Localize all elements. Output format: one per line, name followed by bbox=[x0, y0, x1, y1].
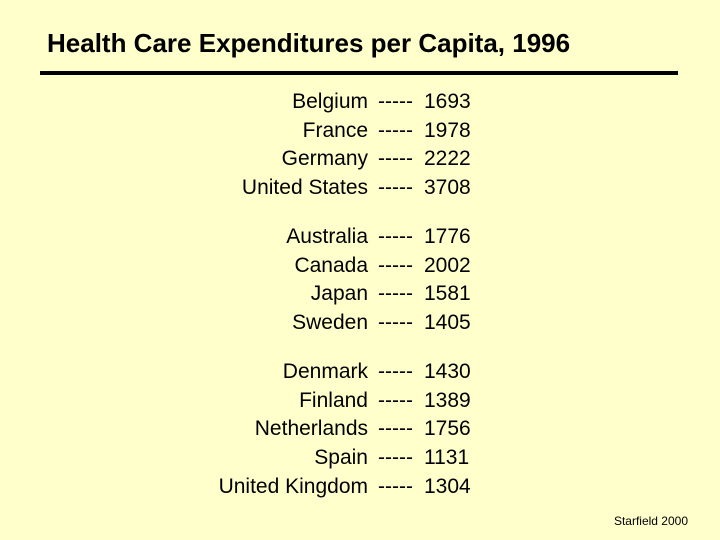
country-group-2: Australia ----- 1776 Canada ----- 2002 J… bbox=[0, 223, 720, 338]
list-item: Denmark ----- 1430 bbox=[0, 358, 720, 387]
separator: ----- bbox=[378, 225, 413, 248]
separator: ----- bbox=[378, 388, 413, 412]
country-name: Netherlands bbox=[254, 417, 368, 441]
list-item: Germany ----- 2222 bbox=[0, 145, 720, 174]
slide-title: Health Care Expenditures per Capita, 199… bbox=[47, 28, 571, 58]
list-item: France ----- 1978 bbox=[0, 117, 720, 146]
separator: ----- bbox=[378, 474, 413, 498]
country-group-3: Denmark ----- 1430 Finland ----- 1389 Ne… bbox=[0, 358, 720, 501]
list-item: Finland ----- 1389 bbox=[0, 387, 720, 416]
separator: ----- bbox=[378, 417, 413, 441]
country-name: Denmark bbox=[282, 360, 368, 383]
expenditure-value: 3708 bbox=[424, 176, 471, 200]
list-item: Spain ----- 1131 bbox=[0, 444, 720, 473]
list-item: Japan ----- 1581 bbox=[0, 280, 720, 309]
separator: ----- bbox=[378, 118, 413, 142]
expenditure-value: 1581 bbox=[424, 282, 471, 306]
source-credit: Starfield 2000 bbox=[613, 514, 688, 528]
country-name: Sweden bbox=[292, 311, 368, 335]
country-group-1: Belgium ----- 1693 France ----- 1978 Ger… bbox=[0, 88, 720, 203]
country-name: United States bbox=[241, 176, 368, 200]
list-item: Belgium ----- 1693 bbox=[0, 88, 720, 117]
list-item: Sweden ----- 1405 bbox=[0, 309, 720, 338]
separator: ----- bbox=[378, 90, 413, 113]
list-item: United States ----- 3708 bbox=[0, 174, 720, 203]
country-name: Spain bbox=[314, 446, 368, 470]
expenditure-value: 2002 bbox=[424, 253, 471, 277]
separator: ----- bbox=[378, 446, 413, 470]
separator: ----- bbox=[378, 282, 413, 306]
expenditure-value: 1389 bbox=[424, 388, 471, 412]
list-item: Netherlands ----- 1756 bbox=[0, 415, 720, 444]
expenditure-value: 1693 bbox=[424, 90, 471, 113]
country-name: Belgium bbox=[292, 90, 368, 113]
expenditure-value: 1978 bbox=[424, 118, 471, 142]
separator: ----- bbox=[378, 311, 413, 335]
expenditure-value: 2222 bbox=[424, 147, 471, 171]
separator: ----- bbox=[378, 360, 413, 383]
expenditure-value: 1756 bbox=[424, 417, 471, 441]
separator: ----- bbox=[378, 147, 413, 171]
country-name: Canada bbox=[294, 253, 368, 277]
country-name: France bbox=[302, 118, 368, 142]
country-name: United Kingdom bbox=[218, 474, 368, 498]
separator: ----- bbox=[378, 176, 413, 200]
separator: ----- bbox=[378, 253, 413, 277]
expenditure-value: 1430 bbox=[424, 360, 471, 383]
title-underline bbox=[40, 71, 678, 75]
country-name: Australia bbox=[286, 225, 368, 248]
country-name: Japan bbox=[310, 282, 368, 306]
expenditure-value: 1776 bbox=[424, 225, 471, 248]
expenditure-value: 1131 bbox=[424, 446, 470, 470]
country-name: Germany bbox=[281, 147, 368, 171]
list-item: Canada ----- 2002 bbox=[0, 252, 720, 281]
list-item: United Kingdom ----- 1304 bbox=[0, 473, 720, 502]
country-name: Finland bbox=[299, 388, 368, 412]
expenditure-value: 1405 bbox=[424, 311, 471, 335]
list-item: Australia ----- 1776 bbox=[0, 223, 720, 252]
expenditure-value: 1304 bbox=[424, 474, 471, 498]
